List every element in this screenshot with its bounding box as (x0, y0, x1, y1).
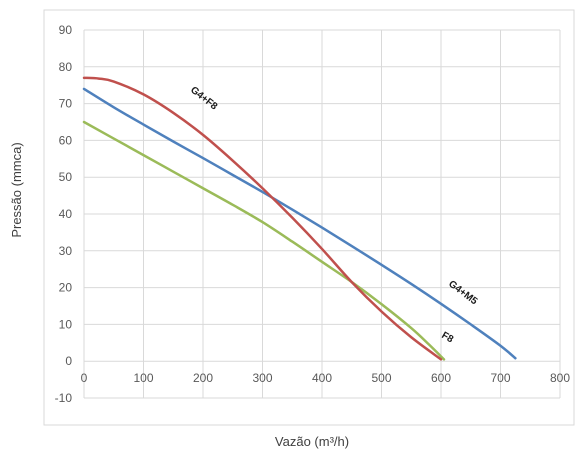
series-label-f8: F8 (440, 330, 456, 346)
chart-area-border (43, 9, 575, 426)
y-tick-label: 50 (59, 170, 73, 184)
y-axis-title: Pressão (mmca) (9, 142, 24, 237)
y-tick-label: 40 (59, 207, 73, 221)
x-tick-label: 700 (490, 371, 510, 385)
y-tick-label: 20 (59, 281, 73, 295)
x-tick-label: 400 (312, 371, 332, 385)
grid (83, 29, 561, 399)
y-tick-label: -10 (55, 391, 73, 405)
x-tick-label: 0 (81, 371, 88, 385)
series-line-g4-m5 (82, 87, 517, 360)
series-line-f8 (82, 120, 446, 361)
x-tick-label: 100 (133, 371, 153, 385)
y-tick-label: 70 (59, 97, 73, 111)
tick-labels: -10 0 10 20 30 40 50 60 70 80 90 0 100 200 300 400 500 60… (55, 23, 571, 405)
x-tick-label: 600 (431, 371, 451, 385)
y-tick-label: 10 (59, 317, 73, 331)
y-tick-label: 0 (65, 354, 72, 368)
y-tick-label: 90 (59, 23, 73, 37)
series-line-g4-f8 (82, 76, 443, 361)
x-axis-title: Vazão (m³/h) (275, 434, 349, 449)
series-lines (82, 76, 517, 361)
y-tick-label: 60 (59, 133, 73, 147)
x-tick-label: 200 (193, 371, 213, 385)
y-tick-label: 80 (59, 60, 73, 74)
x-tick-label: 800 (550, 371, 570, 385)
x-tick-label: 300 (252, 371, 272, 385)
y-tick-label: 30 (59, 244, 73, 258)
x-tick-label: 500 (371, 371, 391, 385)
